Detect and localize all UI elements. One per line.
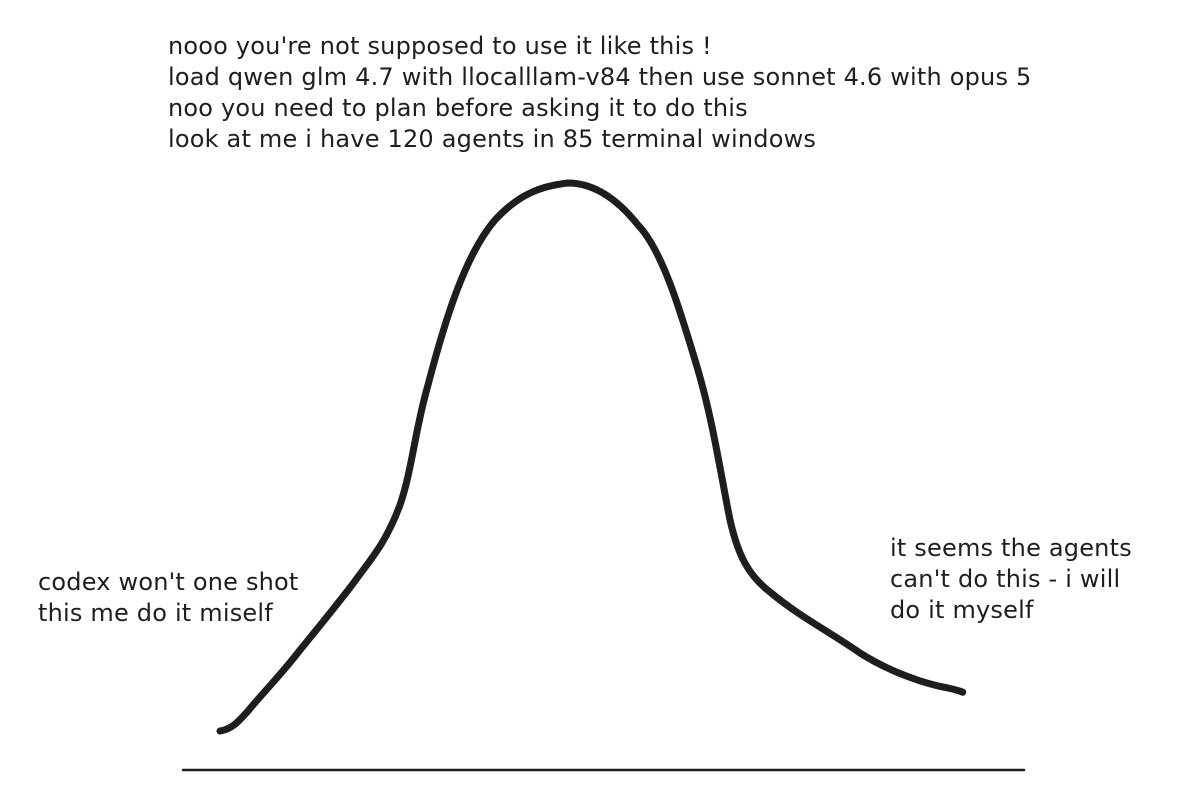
right-tail-caption-line: do it myself: [890, 596, 1034, 624]
peak-caption-line: look at me i have 120 agents in 85 termi…: [168, 125, 817, 153]
left-tail-caption: codex won't one shot this me do it misel…: [38, 567, 299, 629]
peak-caption-line: load qwen glm 4.7 with llocalllam-v84 th…: [168, 63, 1032, 91]
left-tail-caption-line: this me do it miself: [38, 599, 273, 627]
peak-caption: nooo you're not supposed to use it like …: [168, 31, 1031, 155]
right-tail-caption-line: can't do this - i will: [890, 565, 1121, 593]
right-tail-caption: it seems the agents can't do this - i wi…: [890, 533, 1132, 626]
peak-caption-line: nooo you're not supposed to use it like …: [168, 32, 712, 60]
right-tail-caption-line: it seems the agents: [890, 534, 1132, 562]
peak-caption-line: noo you need to plan before asking it to…: [168, 94, 748, 122]
left-tail-caption-line: codex won't one shot: [38, 568, 299, 596]
bell-curve: [216, 179, 967, 735]
